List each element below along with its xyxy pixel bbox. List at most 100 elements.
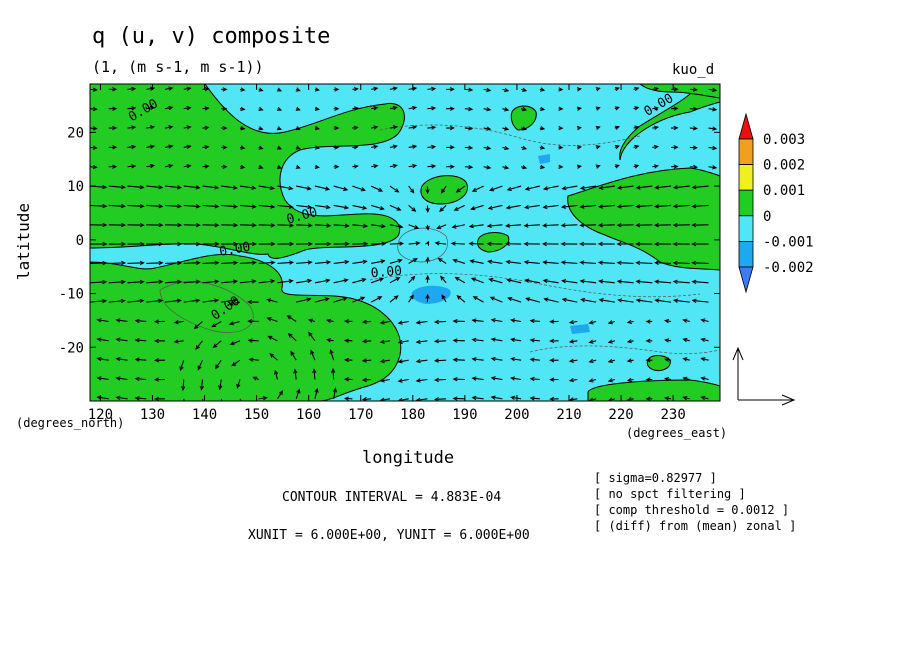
wind-vector-head: [211, 323, 217, 328]
wind-vector-head: [158, 260, 164, 266]
wind-vector-head: [183, 405, 186, 409]
wind-vector: [692, 299, 709, 303]
wind-vector: [530, 320, 540, 323]
wind-vector-head: [645, 377, 651, 382]
wind-vectors: [90, 86, 718, 409]
wind-vector-head: [314, 87, 320, 92]
wind-vector-head: [672, 185, 678, 190]
wind-vector-head: [510, 337, 516, 342]
wind-vector-head: [415, 241, 421, 246]
wind-vector-head: [471, 376, 477, 381]
wind-vector: [701, 357, 709, 361]
wind-vector-head: [353, 164, 359, 169]
wind-vector: [435, 359, 447, 362]
wind-vector-head: [231, 361, 237, 367]
wind-vector-head: [247, 338, 253, 343]
wind-vector-head: [377, 296, 383, 301]
wind-vector: [701, 319, 709, 323]
wind-vector: [267, 317, 278, 323]
wind-vector: [116, 358, 128, 361]
wind-vector-head: [510, 376, 516, 381]
wind-vector-head: [558, 125, 564, 131]
wind-vector-head: [529, 376, 535, 382]
wind-vector-head: [392, 144, 398, 149]
wind-vector-head: [158, 298, 164, 303]
wind-vector: [288, 333, 297, 342]
wind-vector-head: [195, 298, 201, 303]
wind-vector: [599, 204, 615, 208]
wind-vector-head: [488, 277, 494, 283]
wind-vector: [506, 261, 522, 265]
wind-vector: [511, 377, 522, 381]
wind-vector-head: [379, 358, 385, 364]
wind-vector: [408, 106, 417, 110]
wind-vector-head: [139, 260, 145, 266]
wind-vector-head: [121, 241, 127, 247]
wind-vector-head: [440, 275, 445, 281]
wind-vector-head: [342, 296, 348, 302]
wind-vector-head: [691, 298, 697, 303]
wind-vector: [408, 145, 417, 148]
wind-vector: [692, 281, 709, 284]
wind-vector: [127, 185, 144, 189]
wind-vector-head: [222, 106, 228, 111]
wind-vector-head: [653, 144, 660, 150]
wind-vector-head: [395, 277, 401, 282]
wind-vector-head: [222, 125, 228, 131]
wind-vector: [507, 279, 522, 284]
wind-vector-head: [353, 106, 359, 111]
wind-vector: [294, 369, 297, 380]
wind-vector: [506, 224, 522, 227]
wind-vector-head: [635, 260, 641, 265]
wind-vector: [599, 185, 615, 189]
wind-vector-head: [691, 241, 697, 247]
wind-vector-head: [379, 397, 385, 401]
wind-vector: [135, 378, 147, 381]
wind-vector: [416, 398, 428, 401]
wind-vector: [310, 350, 316, 361]
wind-vector-head: [251, 223, 257, 228]
wind-vector-head: [588, 378, 594, 383]
wind-vector-head: [449, 164, 455, 169]
wind-vector-head: [379, 339, 385, 344]
wind-vector: [164, 185, 181, 189]
wind-vector-head: [196, 241, 201, 247]
wind-vector-head: [139, 203, 145, 209]
wind-vector: [362, 378, 372, 381]
wind-vector-head: [353, 144, 359, 150]
wind-vector-head: [149, 86, 156, 91]
wind-vector: [580, 185, 597, 189]
wind-vector-head: [397, 359, 403, 364]
wind-vector-head: [373, 164, 379, 169]
wind-vector-head: [412, 144, 418, 149]
wind-vector-head: [672, 298, 678, 303]
wind-vector-head: [595, 106, 601, 111]
wind-vector-head: [252, 241, 258, 247]
wind-vector-head: [692, 164, 699, 170]
wind-vector-head: [616, 204, 622, 209]
wind-vector-head: [102, 184, 108, 190]
wind-vector-head: [334, 106, 340, 111]
wind-vector-head: [692, 106, 699, 112]
wind-vector-head: [228, 301, 234, 306]
wind-vector-head: [102, 298, 108, 304]
wind-vector-head: [396, 206, 402, 211]
wind-vector-head: [522, 145, 528, 150]
wind-vector-head: [598, 204, 604, 209]
wind-vector: [314, 204, 330, 209]
wind-vector-head: [449, 145, 455, 150]
wind-vector-head: [682, 337, 688, 343]
wind-vector: [239, 280, 256, 284]
wind-vector-head: [691, 260, 697, 266]
wind-vector-head: [177, 222, 183, 228]
wind-vector: [352, 185, 366, 191]
wind-vector-head: [635, 279, 641, 284]
wind-vector: [97, 396, 109, 400]
wind-vector: [427, 146, 436, 148]
wind-vector-head: [270, 204, 276, 209]
wind-vector-head: [558, 145, 564, 150]
wind-vector: [295, 389, 300, 400]
wind-vector-head: [361, 358, 367, 363]
wind-vector-head: [92, 87, 98, 92]
wind-vector-head: [691, 279, 697, 285]
